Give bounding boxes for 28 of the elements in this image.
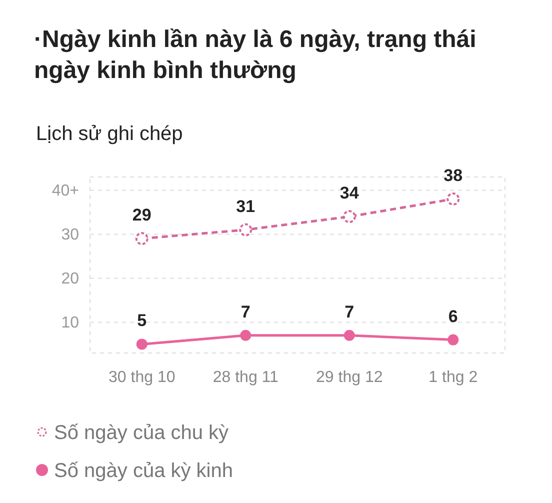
point [240, 330, 252, 341]
y-tick-label: 20 [61, 270, 80, 288]
y-tick-label: 30 [61, 226, 80, 244]
chart-title: ·Ngày kinh lần này là 6 ngày, trạng thái ngày kinh bình thường [34, 26, 476, 84]
data-label: 6 [448, 306, 458, 326]
point [342, 210, 356, 224]
data-label: 7 [240, 302, 250, 322]
data-label: 34 [340, 184, 360, 203]
x-tick-label: 1 thg 2 [428, 369, 478, 386]
x-tick-label: 29 thg 12 [316, 369, 383, 386]
chart-subtitle: Lịch sử ghi chép [36, 123, 183, 145]
data-label: 7 [344, 302, 354, 322]
point [344, 330, 355, 341]
point [135, 232, 148, 246]
data-label: 29 [132, 206, 152, 225]
x-tick-label: 30 thg 10 [108, 369, 176, 386]
data-label: 5 [137, 311, 147, 330]
y-tick-label: 40+ [52, 182, 79, 200]
x-tick-label: 28 thg 11 [212, 369, 278, 386]
point [446, 192, 460, 206]
point [136, 338, 148, 350]
point [448, 334, 459, 346]
data-label: 38 [444, 166, 463, 185]
point [239, 223, 252, 236]
data-label: 31 [236, 196, 256, 216]
legend-label: Số ngày của kỳ kinh [54, 460, 233, 482]
y-tick-label: 10 [61, 314, 80, 332]
legend-label: Số ngày của chu kỳ [54, 422, 229, 444]
